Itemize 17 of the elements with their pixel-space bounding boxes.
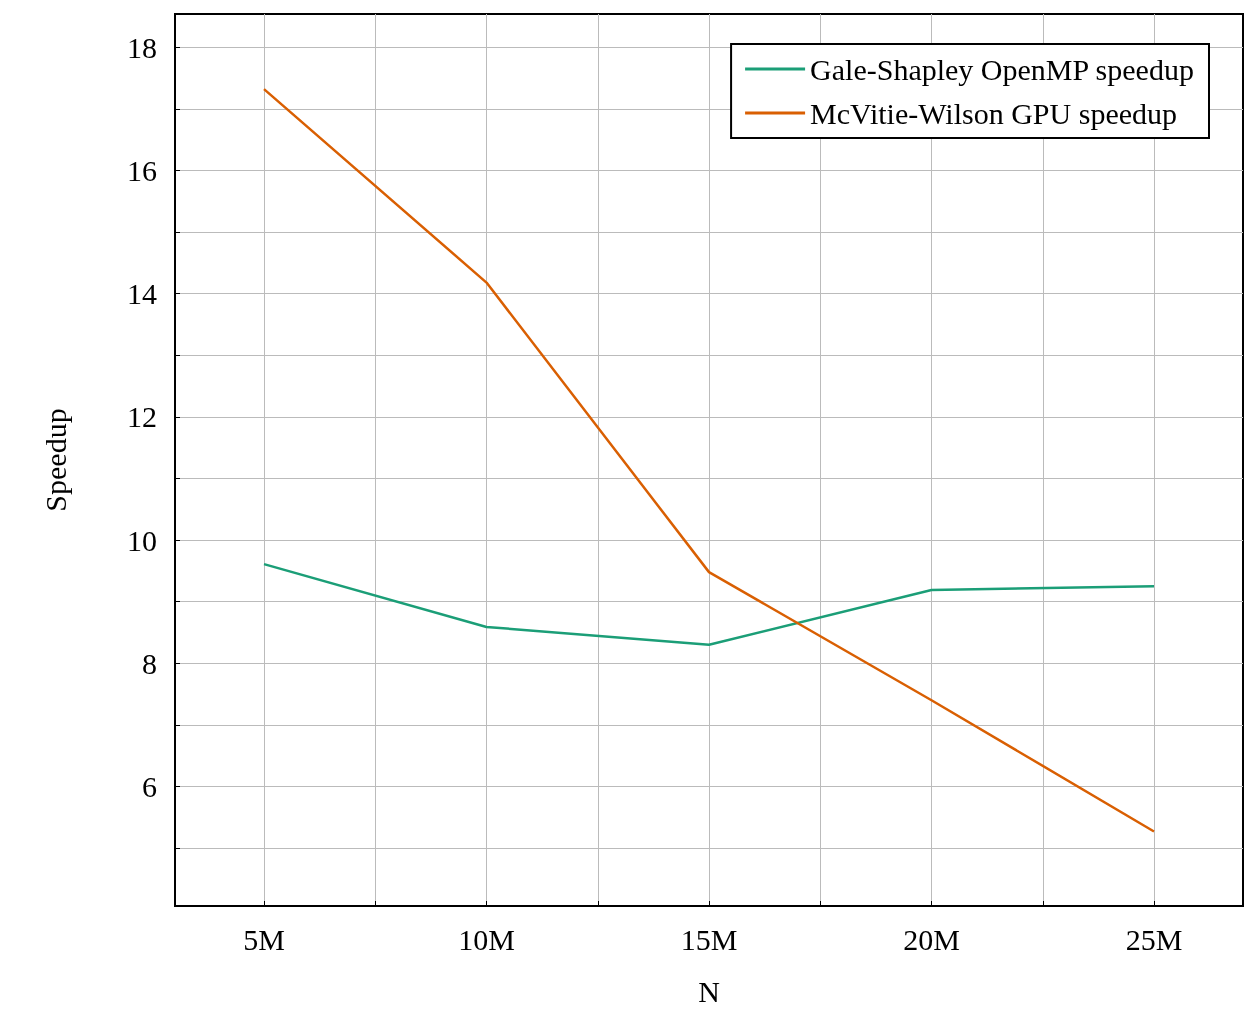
legend-label: McVitie-Wilson GPU speedup: [810, 96, 1178, 130]
x-tick-label: 20M: [903, 922, 960, 956]
x-tick-label: 25M: [1125, 922, 1183, 956]
y-tick-label: 10: [127, 523, 157, 557]
y-axis-title: Speedup: [38, 408, 72, 512]
x-tick-label: 15M: [680, 922, 738, 956]
y-tick-label: 14: [127, 277, 157, 311]
legend-label: Gale-Shapley OpenMP speedup: [810, 52, 1194, 86]
y-tick-label: 12: [127, 400, 157, 434]
x-tick-label: 5M: [243, 922, 285, 956]
x-tick-label: 10M: [458, 922, 515, 956]
y-tick-label: 18: [127, 30, 157, 64]
y-tick-label: 16: [127, 153, 157, 187]
y-tick-label: 8: [142, 646, 157, 680]
x-axis-title: N: [698, 974, 720, 1008]
y-tick-label: 6: [142, 769, 157, 803]
line-series: [262, 562, 1156, 647]
